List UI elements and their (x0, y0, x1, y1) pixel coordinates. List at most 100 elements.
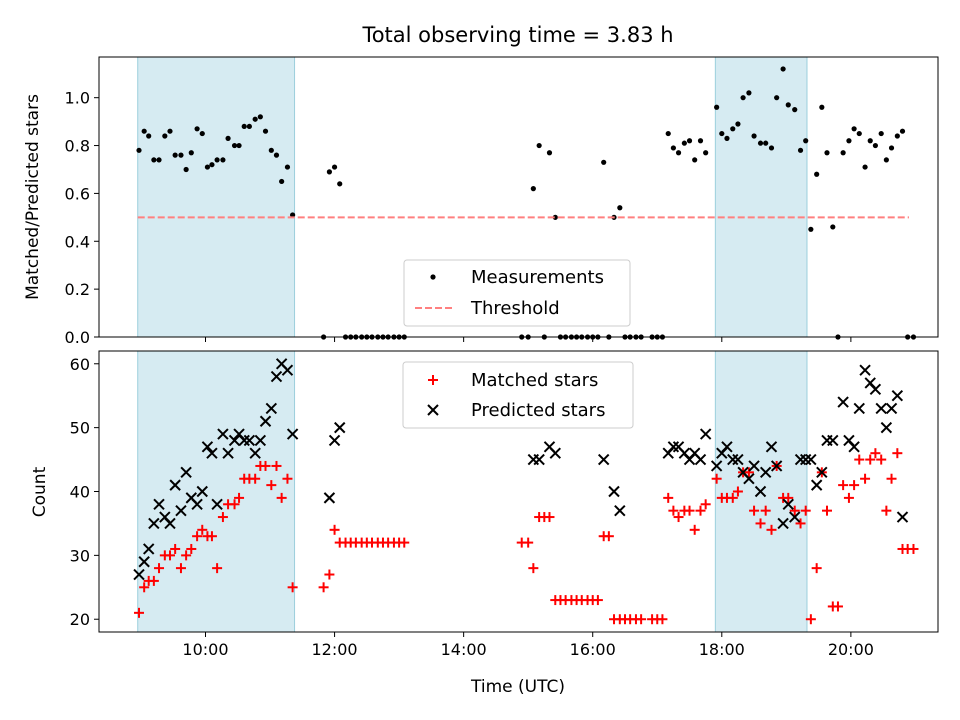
measurement-point (792, 107, 798, 113)
matched-stars-point (271, 460, 282, 471)
measurement-point (894, 133, 900, 139)
predicted-stars-point (142, 543, 155, 555)
predicted-stars-point (191, 498, 203, 510)
matched-stars-point (229, 499, 240, 510)
measurement-point (536, 142, 542, 149)
top-y-axis-label: Matched/Predicted stars (23, 94, 43, 300)
bottom-x-tick-label: 16:00 (570, 640, 616, 659)
matched-stars-point (766, 524, 777, 535)
legend-measurements-marker (430, 274, 436, 280)
matched-stars-point (849, 480, 860, 491)
measurement-point (268, 147, 274, 153)
predicted-stars-point (721, 441, 733, 453)
matched-stars-point (234, 492, 245, 503)
predicted-stars-point (837, 396, 849, 408)
predicted-stars-point (281, 364, 294, 376)
matched-stars-point (821, 505, 832, 516)
measurement-point (331, 164, 338, 170)
measurement-point (763, 140, 769, 146)
matched-stars-point (743, 467, 754, 478)
matched-stars-point (673, 512, 684, 523)
matched-stars-point (881, 505, 892, 516)
measurement-point (188, 150, 194, 156)
top-plot-frame (98, 56, 939, 338)
predicted-stars-point (164, 517, 176, 530)
measurement-point (757, 140, 764, 146)
matched-stars-point (689, 524, 700, 535)
matched-stars-point (700, 499, 711, 510)
matched-stars-point (755, 518, 766, 529)
matched-stars-point (711, 473, 722, 484)
predicted-stars-point (805, 453, 817, 466)
measurement-point (665, 130, 671, 137)
top-y-tick-label: 0.8 (65, 137, 90, 156)
predicted-stars-point (869, 383, 882, 396)
matched-stars-point (324, 569, 335, 580)
measurement-point (204, 164, 211, 170)
measurement-point (856, 130, 862, 137)
matched-stars-point (134, 607, 145, 618)
measurement-point (686, 138, 693, 144)
predicted-stars-point (816, 466, 828, 479)
matched-stars-point (892, 448, 903, 459)
measurement-point (746, 90, 752, 96)
predicted-stars-point (875, 402, 887, 415)
measurement-point (697, 138, 704, 144)
bottom-legend-box (402, 361, 634, 429)
predicted-stars-point (885, 402, 898, 415)
legend-predicted-label: Predicted stars (471, 400, 605, 421)
measurement-point (284, 164, 291, 170)
bottom-panel: 20 30 40 50 60 10:00 12:00 14:00 16:00 18:00 20:0… (30, 350, 939, 697)
measurement-point (214, 157, 220, 163)
predicted-stars-point (732, 453, 744, 466)
bottom-y-tick-label: 50 (70, 419, 90, 438)
matched-stars-point (832, 601, 843, 612)
measurement-point (851, 126, 857, 132)
predicted-stars-point (727, 453, 739, 466)
predicted-stars-point (169, 479, 181, 491)
predicted-stars-point (799, 453, 812, 466)
measurement-point (156, 157, 162, 163)
measurement-point (162, 133, 168, 139)
matched-stars-point (843, 492, 854, 503)
matched-stars-point (276, 492, 287, 503)
measurement-point (231, 142, 238, 149)
measurement-point (883, 157, 889, 163)
matched-stars-point (154, 563, 165, 574)
matched-stars-point (139, 582, 150, 593)
measurement-point (768, 145, 775, 151)
matched-stars-point (399, 537, 410, 548)
predicted-stars-point (896, 511, 909, 523)
bottom-legend: Matched stars Predicted stars (402, 361, 634, 429)
predicted-stars-point (748, 460, 760, 472)
matched-stars-point (592, 595, 603, 606)
predicted-stars-point (243, 434, 256, 447)
predicted-stars-point (789, 511, 801, 523)
predicted-stars-point (754, 485, 767, 498)
matched-stars-point (684, 505, 695, 516)
predicted-stars-point (196, 485, 208, 498)
matched-stars-point (783, 492, 794, 503)
predicted-stars-point (249, 447, 261, 459)
measurement-point (888, 145, 895, 151)
top-y-tick-label: 0.2 (65, 280, 90, 299)
matched-stars-point (886, 473, 897, 484)
bottom-y-axis-label: Count (30, 466, 50, 517)
matched-stars-point (212, 563, 223, 574)
predicted-stars-point (254, 434, 267, 447)
predicted-stars-point (694, 453, 707, 466)
matched-stars-point (805, 614, 816, 625)
measurement-point (899, 128, 906, 134)
bottom-shaded-region-0 (137, 350, 296, 633)
measurement-point (785, 102, 791, 108)
measurement-point (692, 157, 698, 163)
predicted-stars-point (777, 517, 789, 530)
measurement-point (241, 123, 247, 130)
measurement-point (814, 171, 820, 177)
legend-matched-label: Matched stars (471, 370, 598, 391)
predicted-stars-point (286, 428, 299, 440)
measurement-point (714, 104, 720, 110)
bottom-x-tick-label: 14:00 (441, 640, 487, 659)
legend-predicted-marker (427, 404, 439, 416)
